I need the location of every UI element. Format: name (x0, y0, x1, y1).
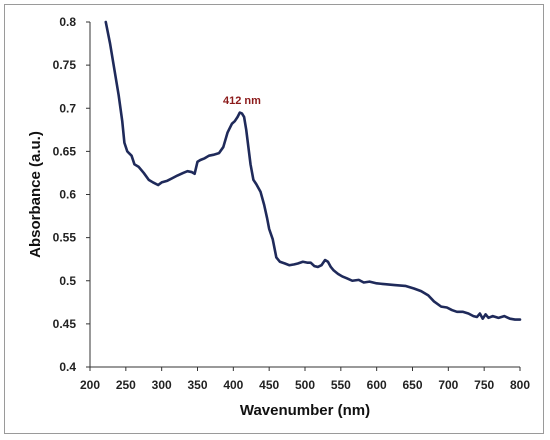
y-tick-label: 0.4 (59, 360, 76, 374)
y-tick-label: 0.7 (59, 101, 76, 115)
x-tick-label: 300 (152, 378, 172, 392)
tick-labels: 200 250 300 350 400 450 500 550 600 650 700 750 800 0… (53, 15, 531, 392)
x-tick-label: 600 (367, 378, 387, 392)
peak-annotation: 412 nm (223, 95, 261, 107)
y-tick-label: 0.6 (59, 188, 76, 202)
chart-frame (4, 4, 544, 434)
x-tick-label: 650 (402, 378, 422, 392)
x-tick-label: 550 (331, 378, 351, 392)
x-tick-label: 350 (187, 378, 207, 392)
x-tick-label: 500 (295, 378, 315, 392)
series-line (104, 20, 522, 321)
x-tick-label: 200 (80, 378, 100, 392)
x-tick-label: 450 (259, 378, 279, 392)
y-tick-label: 0.45 (53, 317, 77, 331)
x-axis-title: Wavenumber (nm) (240, 402, 370, 419)
x-tick-label: 750 (474, 378, 494, 392)
y-tick-label: 0.5 (59, 274, 76, 288)
y-tick-label: 0.55 (53, 231, 77, 245)
axes (86, 21, 521, 371)
y-tick-label: 0.75 (53, 58, 77, 72)
x-tick-label: 400 (223, 378, 243, 392)
y-tick-label: 0.65 (53, 144, 77, 158)
y-axis-title: Absorbance (a.u.) (27, 131, 44, 258)
x-tick-label: 800 (510, 378, 530, 392)
x-tick-label: 700 (438, 378, 458, 392)
y-tick-label: 0.8 (59, 15, 76, 29)
x-tick-label: 250 (116, 378, 136, 392)
